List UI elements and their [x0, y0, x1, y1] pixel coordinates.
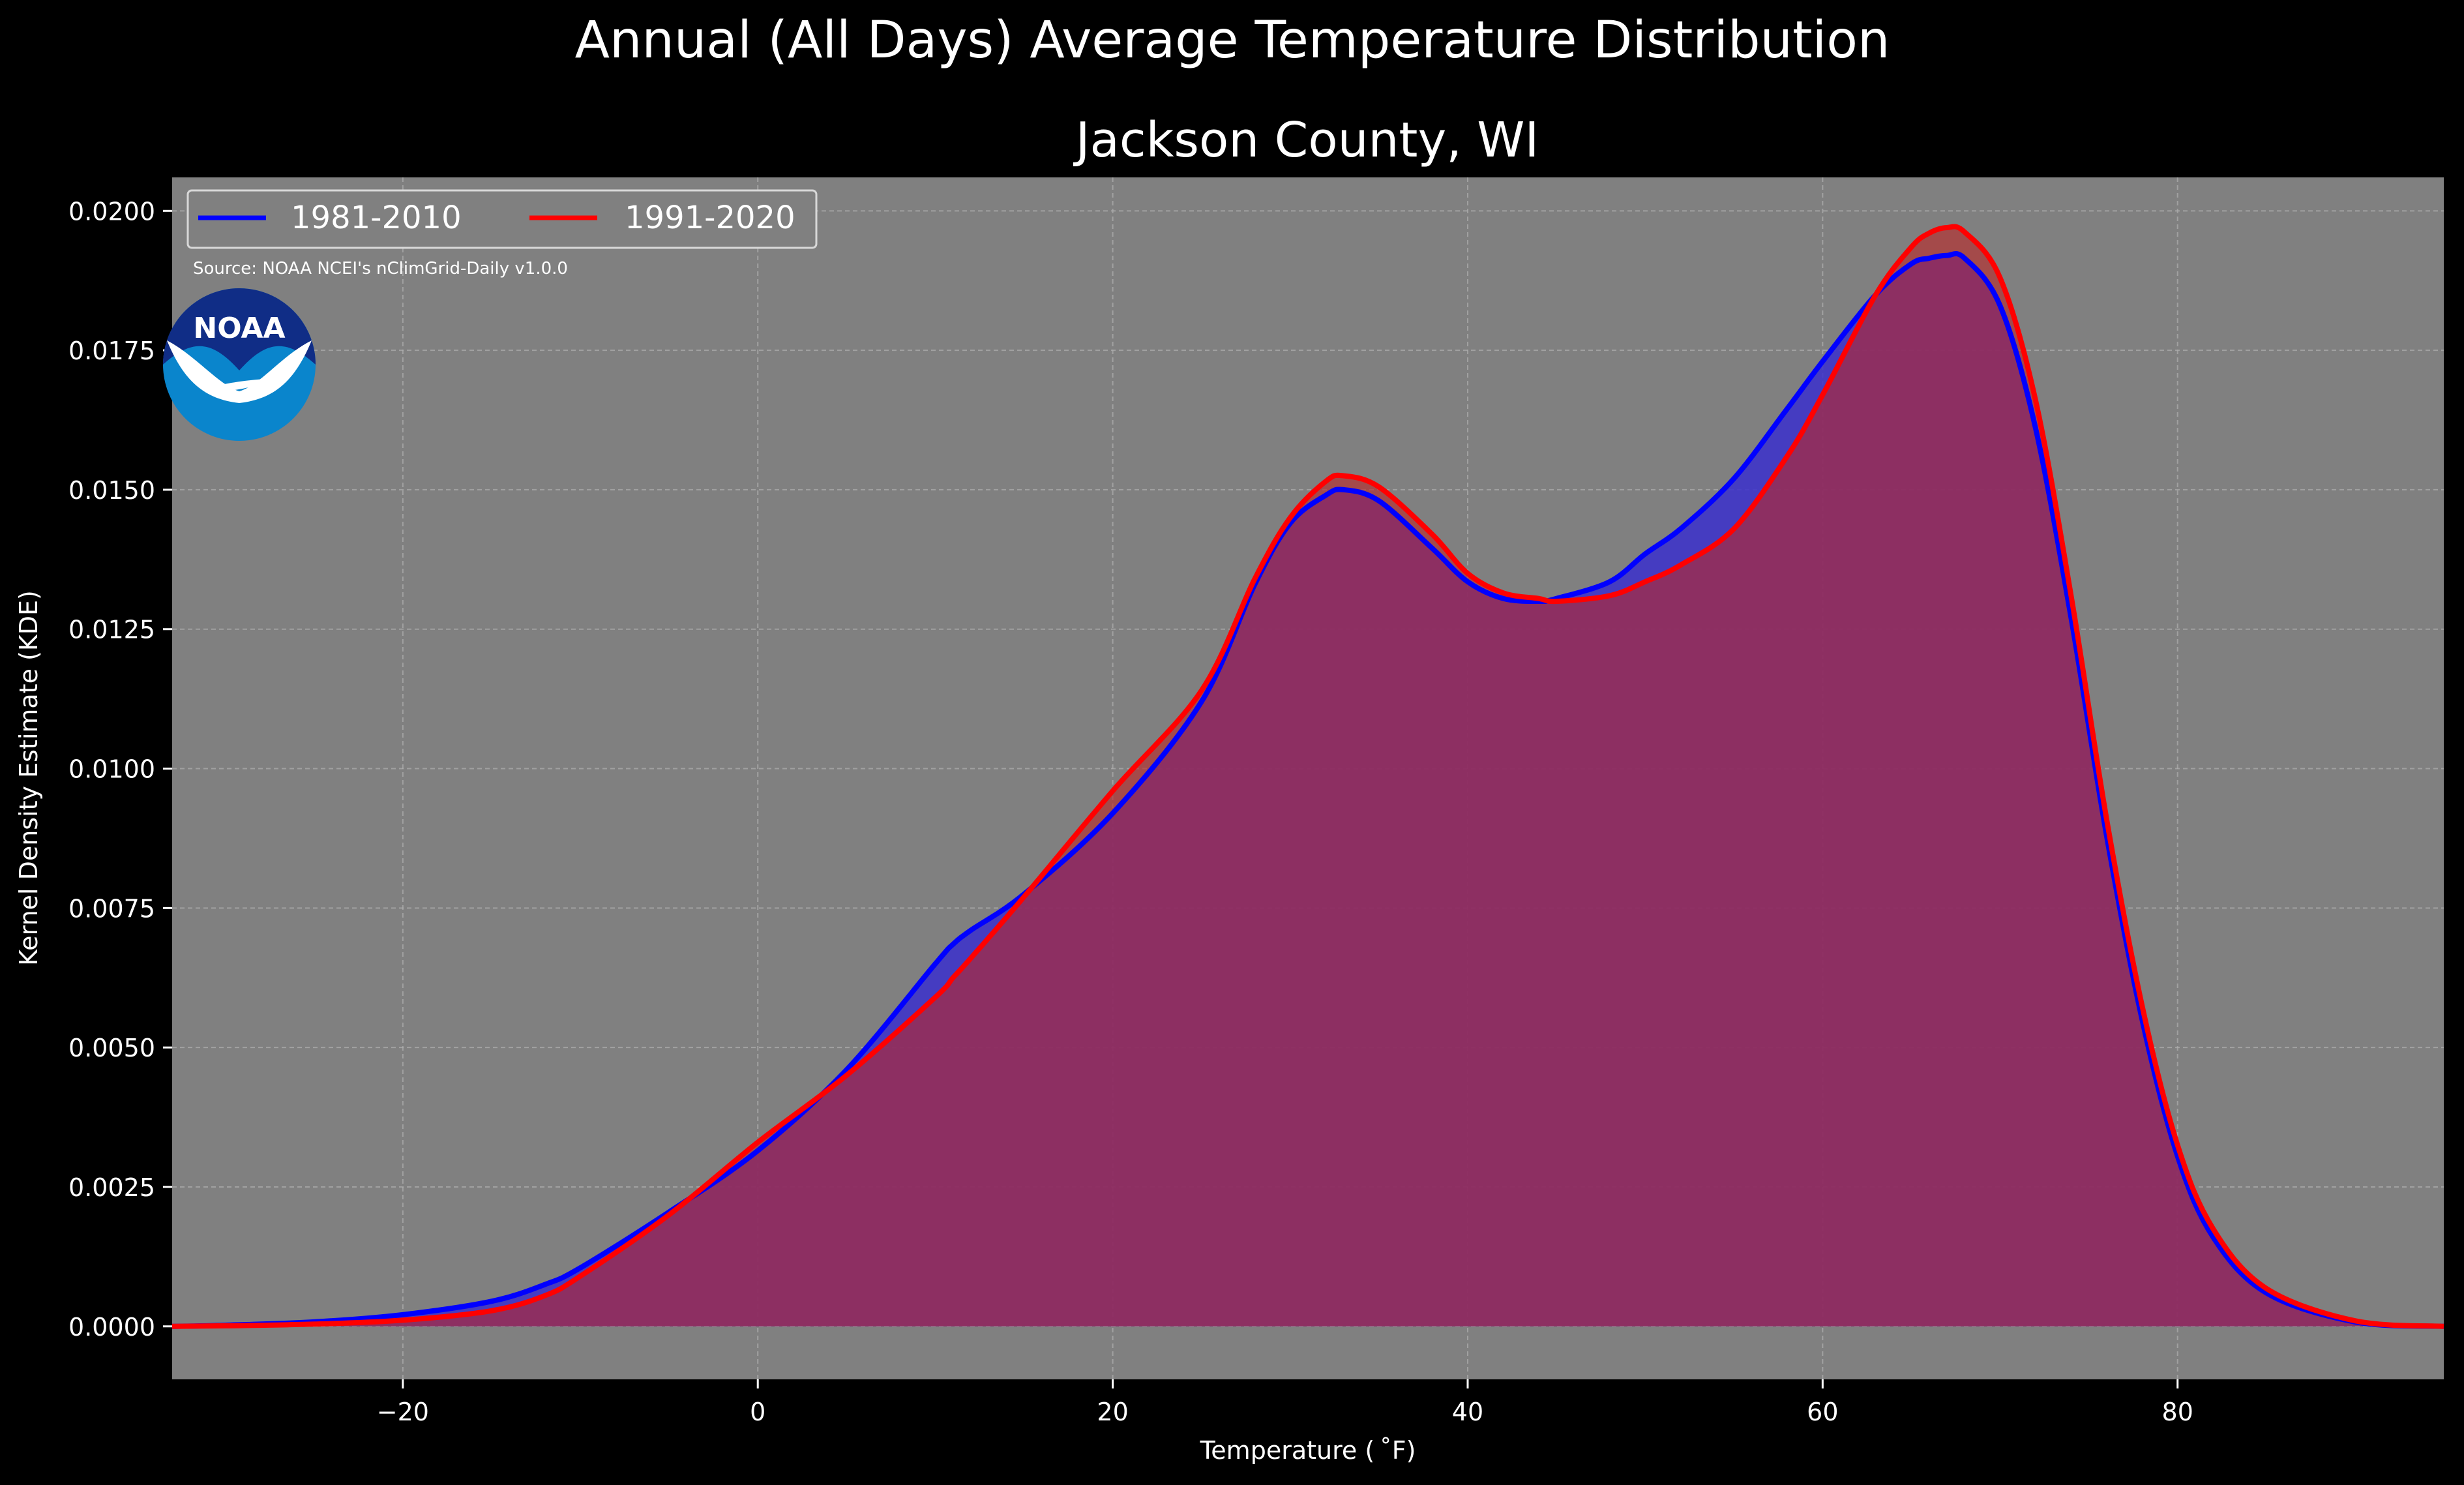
x-tick-label: 40 [1452, 1398, 1483, 1426]
noaa-logo-text: NOAA [193, 312, 285, 345]
source-annotation: Source: NOAA NCEI's nClimGrid-Daily v1.0… [193, 259, 568, 278]
x-tick-label: 60 [1807, 1398, 1838, 1426]
x-tick-label: 80 [2162, 1398, 2193, 1426]
x-tick-label: 0 [750, 1398, 765, 1426]
y-tick-label: 0.0025 [68, 1173, 155, 1202]
y-tick-label: 0.0125 [68, 616, 155, 644]
y-tick-label: 0.0000 [68, 1313, 155, 1342]
legend-label-1981-2010: 1981-2010 [291, 200, 462, 236]
y-tick-label: 0.0050 [68, 1034, 155, 1062]
x-axis: −20 0 20 40 60 80 [377, 1379, 2193, 1426]
legend: 1981-2010 1991-2020 [186, 189, 818, 249]
series-area-1991-2020 [172, 226, 2444, 1327]
y-axis-label: Kernel Density Estimate (KDE) [14, 590, 43, 966]
series-line-1981-2010 [172, 251, 2444, 1329]
chart-suptitle: Annual (All Days) Average Temperature Di… [575, 11, 1890, 70]
y-tick-label: 0.0100 [68, 755, 155, 784]
series-fills [172, 226, 2444, 1327]
x-tick-label: 20 [1097, 1398, 1128, 1426]
series-lines [172, 224, 2444, 1329]
chart-title: Jackson County, WI [1073, 112, 1539, 168]
y-tick-label: 0.0150 [68, 476, 155, 505]
series-line-1991-2020 [172, 224, 2444, 1329]
x-tick-label: −20 [377, 1398, 429, 1426]
legend-label-1991-2020: 1991-2020 [625, 200, 795, 236]
x-axis-label: Temperature ( ˚F) [1200, 1436, 1416, 1465]
y-axis: 0.0000 0.0025 0.0050 0.0075 0.0100 0.0125 0.01… [68, 197, 172, 1342]
legend-box [186, 189, 818, 249]
y-tick-label: 0.0075 [68, 894, 155, 923]
y-tick-label: 0.0200 [68, 197, 155, 226]
noaa-logo: NOAA [163, 288, 316, 441]
y-tick-label: 0.0175 [68, 337, 155, 365]
